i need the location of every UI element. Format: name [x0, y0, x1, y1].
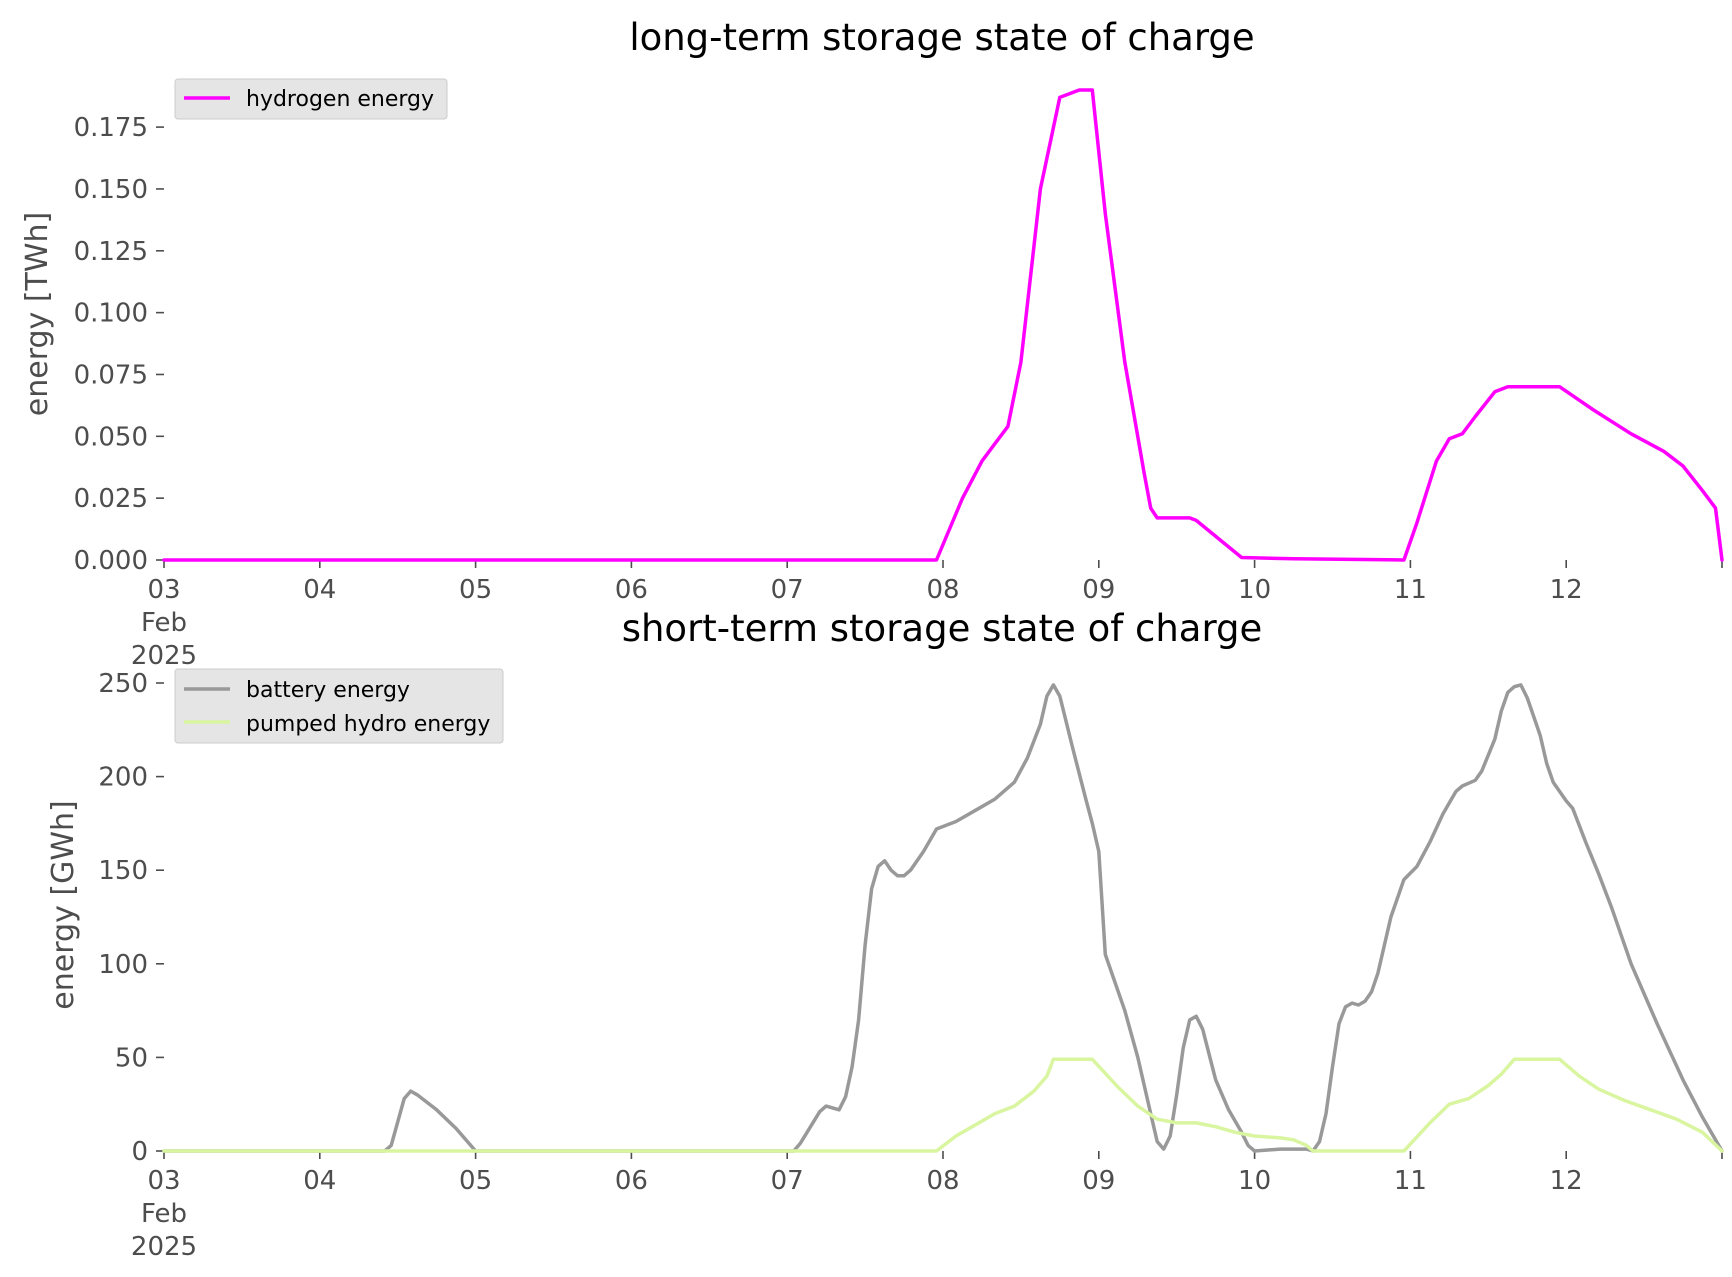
long-term-x-tick-label: 11 [1394, 575, 1427, 605]
long-term-x-tick-label: 09 [1082, 575, 1115, 605]
short-term-x-tick-label: Feb [141, 1199, 187, 1229]
long-term-legend-box [174, 78, 448, 120]
long-term-y-tick-label: 0.175 [74, 113, 148, 143]
long-term-x-tick-label: 10 [1238, 575, 1271, 605]
long-term-x-tick-label: 05 [459, 575, 492, 605]
long-term-x-tick-label: 06 [615, 575, 648, 605]
short-term-x-tick-label: 03 [147, 1166, 180, 1196]
short-term-series-pumped-hydro-energy-line [162, 1057, 1724, 1153]
short-term-x-tick-label: 07 [771, 1166, 804, 1196]
short-term-x-tick-label: 09 [1082, 1166, 1115, 1196]
short-term-chart-title: short-term storage state of charge [622, 607, 1263, 650]
long-term-x-tick-label: 12 [1550, 575, 1583, 605]
long-term-x-tick-label: 03 [147, 575, 180, 605]
short-term-x-tick-label: 12 [1550, 1166, 1583, 1196]
long-term-x-tick-label: 07 [771, 575, 804, 605]
long-term-series-hydrogen-energy-line [162, 88, 1724, 562]
short-term-legend: battery energy pumped hydro energy [174, 668, 504, 744]
short-term-y-tick-label: 200 [98, 763, 148, 793]
long-term-y-tick-label: 0.150 [74, 175, 148, 205]
short-term-x-tick-label: 08 [926, 1166, 959, 1196]
short-term-series-battery-energy-line [162, 683, 1724, 1153]
long-term-y-tick-label: 0.075 [74, 360, 148, 390]
long-term-y-axis-label: energy [TWh] [20, 212, 55, 416]
short-term-y-axis-label: energy [GWh] [46, 800, 81, 1009]
short-term-x-tick-label: 10 [1238, 1166, 1271, 1196]
legend-label-pumped-hydro: pumped hydro energy [246, 712, 490, 737]
long-term-series-lines [162, 88, 1724, 562]
long-term-y-tick-label: 0.125 [74, 237, 148, 267]
short-term-y-tick-label: 50 [115, 1043, 148, 1073]
legend-label-hydrogen: hydrogen energy [246, 87, 434, 112]
short-term-storage-panel: short-term storage state of charge energ… [46, 607, 1724, 1262]
long-term-y-tick-label: 0.050 [74, 422, 148, 452]
legend-label-battery: battery energy [246, 678, 410, 703]
short-term-x-tick-label: 11 [1394, 1166, 1427, 1196]
short-term-y-tick-label: 0 [131, 1137, 148, 1167]
short-term-legend-box [174, 668, 504, 744]
long-term-x-tick-label: 04 [303, 575, 336, 605]
short-term-y-ticks: 0 50 100 150 200 250 [98, 669, 164, 1167]
long-term-chart-title: long-term storage state of charge [629, 16, 1254, 59]
short-term-x-tick-label: 06 [615, 1166, 648, 1196]
short-term-y-tick-label: 150 [98, 856, 148, 886]
long-term-x-tick-label: Feb [141, 608, 187, 638]
long-term-y-tick-label: 0.025 [74, 484, 148, 514]
short-term-y-tick-label: 250 [98, 669, 148, 699]
long-term-y-ticks: 0.000 0.025 0.050 0.075 0.100 0.125 0.150 0.175 [74, 113, 164, 576]
long-term-x-tick-label: 08 [926, 575, 959, 605]
short-term-y-tick-label: 100 [98, 950, 148, 980]
long-term-storage-panel: long-term storage state of charge energy… [20, 16, 1724, 671]
short-term-x-tick-label: 2025 [131, 1232, 197, 1262]
long-term-x-tick-label: 2025 [131, 641, 197, 671]
short-term-series-lines [162, 683, 1724, 1153]
short-term-x-tick-label: 05 [459, 1166, 492, 1196]
long-term-y-tick-label: 0.100 [74, 299, 148, 329]
long-term-legend: hydrogen energy [174, 78, 448, 120]
long-term-y-tick-label: 0.000 [74, 546, 148, 576]
short-term-x-tick-label: 04 [303, 1166, 336, 1196]
